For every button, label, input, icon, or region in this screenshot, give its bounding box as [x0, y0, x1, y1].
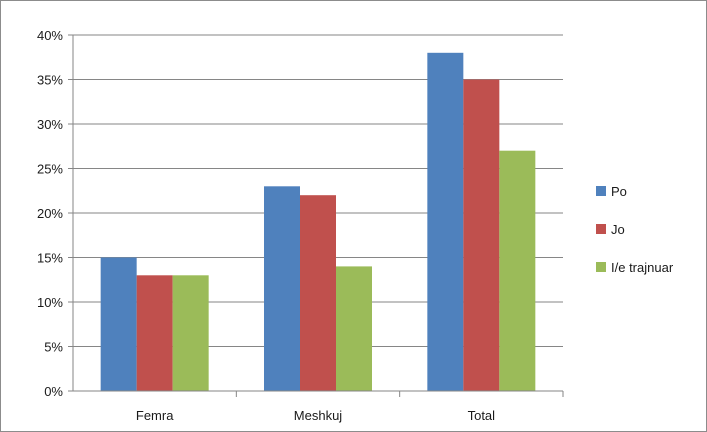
bars: [100, 52, 536, 392]
bar-femra-2: [136, 275, 173, 391]
legend: Po Jo I/e trajnuar: [596, 184, 674, 275]
y-tick-label: 35%: [37, 73, 63, 88]
axes: 0% 5% 10% 15% 20% 25% 30% 35% 40% Femra Meshkuj Tot…: [37, 28, 564, 423]
bar-total-1: [427, 52, 464, 392]
y-tick-label: 5%: [44, 340, 63, 355]
x-tick-label: Meshkuj: [294, 408, 343, 423]
legend-label: Po: [611, 184, 627, 199]
bar-femra-3: [172, 275, 209, 391]
legend-label: Jo: [611, 222, 625, 237]
bar-total-2: [463, 79, 500, 391]
y-tick-label: 20%: [37, 206, 63, 221]
legend-label: I/e trajnuar: [611, 260, 674, 275]
y-tick-label: 25%: [37, 162, 63, 177]
x-tick-label: Total: [468, 408, 496, 423]
bar-total-3: [499, 150, 536, 391]
y-tick-label: 10%: [37, 295, 63, 310]
y-tick-label: 40%: [37, 28, 63, 43]
bar-femra-1: [100, 257, 137, 391]
legend-swatch: [596, 262, 606, 272]
y-tick-label: 15%: [37, 251, 63, 266]
bar-meshkuj-3: [336, 266, 372, 391]
bar-meshkuj-2: [300, 195, 336, 391]
legend-swatch: [596, 224, 606, 234]
y-tick-label: 0%: [44, 384, 63, 399]
legend-swatch: [596, 186, 606, 196]
bar-meshkuj-1: [264, 186, 300, 391]
x-tick-label: Femra: [136, 408, 174, 423]
y-tick-label: 30%: [37, 117, 63, 132]
